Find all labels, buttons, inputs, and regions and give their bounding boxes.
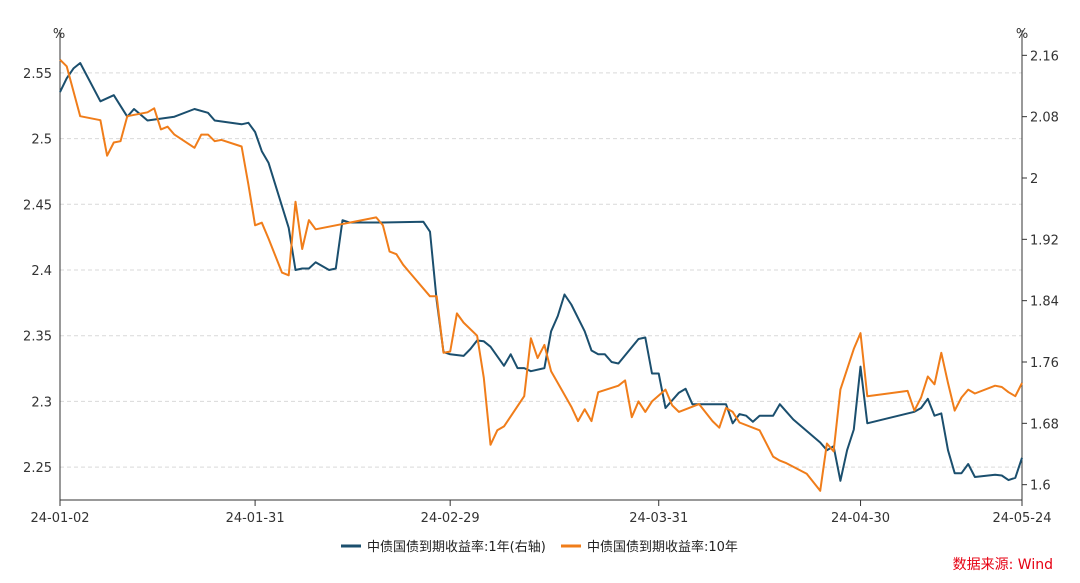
right-tick-label: 1.68 xyxy=(1030,417,1059,432)
left-tick-label: 2.45 xyxy=(23,198,52,213)
source-note: 数据来源: Wind xyxy=(953,557,1053,573)
left-tick-label: 2.3 xyxy=(31,395,52,410)
left-tick-label: 2.4 xyxy=(31,264,52,279)
series-line-1y xyxy=(59,62,1023,482)
x-tick-label: 24-01-31 xyxy=(226,511,285,526)
left-tick-label: 2.35 xyxy=(23,330,52,345)
right-tick-label: 1.84 xyxy=(1030,295,1059,310)
x-tick-label: 24-05-24 xyxy=(992,511,1051,526)
right-tick-label: 2.16 xyxy=(1030,49,1059,64)
x-tick-label: 24-04-30 xyxy=(831,511,890,526)
right-tick-label: 1.6 xyxy=(1030,479,1051,494)
series-line-10y xyxy=(59,58,1023,492)
left-axis-unit: % xyxy=(53,27,65,42)
x-tick-label: 24-03-31 xyxy=(629,511,688,526)
series-layer xyxy=(59,58,1023,492)
x-tick-label: 24-01-02 xyxy=(30,511,89,526)
legend-label-1y: 中债国债到期收益率:1年(右轴) xyxy=(367,539,546,555)
x-tick-label: 24-02-29 xyxy=(421,511,480,526)
left-tick-label: 2.25 xyxy=(23,461,52,476)
left-tick-label: 2.55 xyxy=(23,67,52,82)
grid-layer xyxy=(60,72,1022,468)
legend-label-10y: 中债国债到期收益率:10年 xyxy=(587,539,738,555)
right-tick-label: 2 xyxy=(1030,172,1038,187)
right-tick-label: 1.92 xyxy=(1030,233,1059,248)
axes-layer: % % 2.252.32.352.42.452.52.551.61.681.76… xyxy=(23,27,1059,526)
right-tick-label: 1.76 xyxy=(1030,356,1059,371)
right-tick-label: 2.08 xyxy=(1030,111,1059,126)
legend: 中债国债到期收益率:1年(右轴) 中债国债到期收益率:10年 xyxy=(341,539,738,555)
left-tick-label: 2.5 xyxy=(31,133,52,148)
